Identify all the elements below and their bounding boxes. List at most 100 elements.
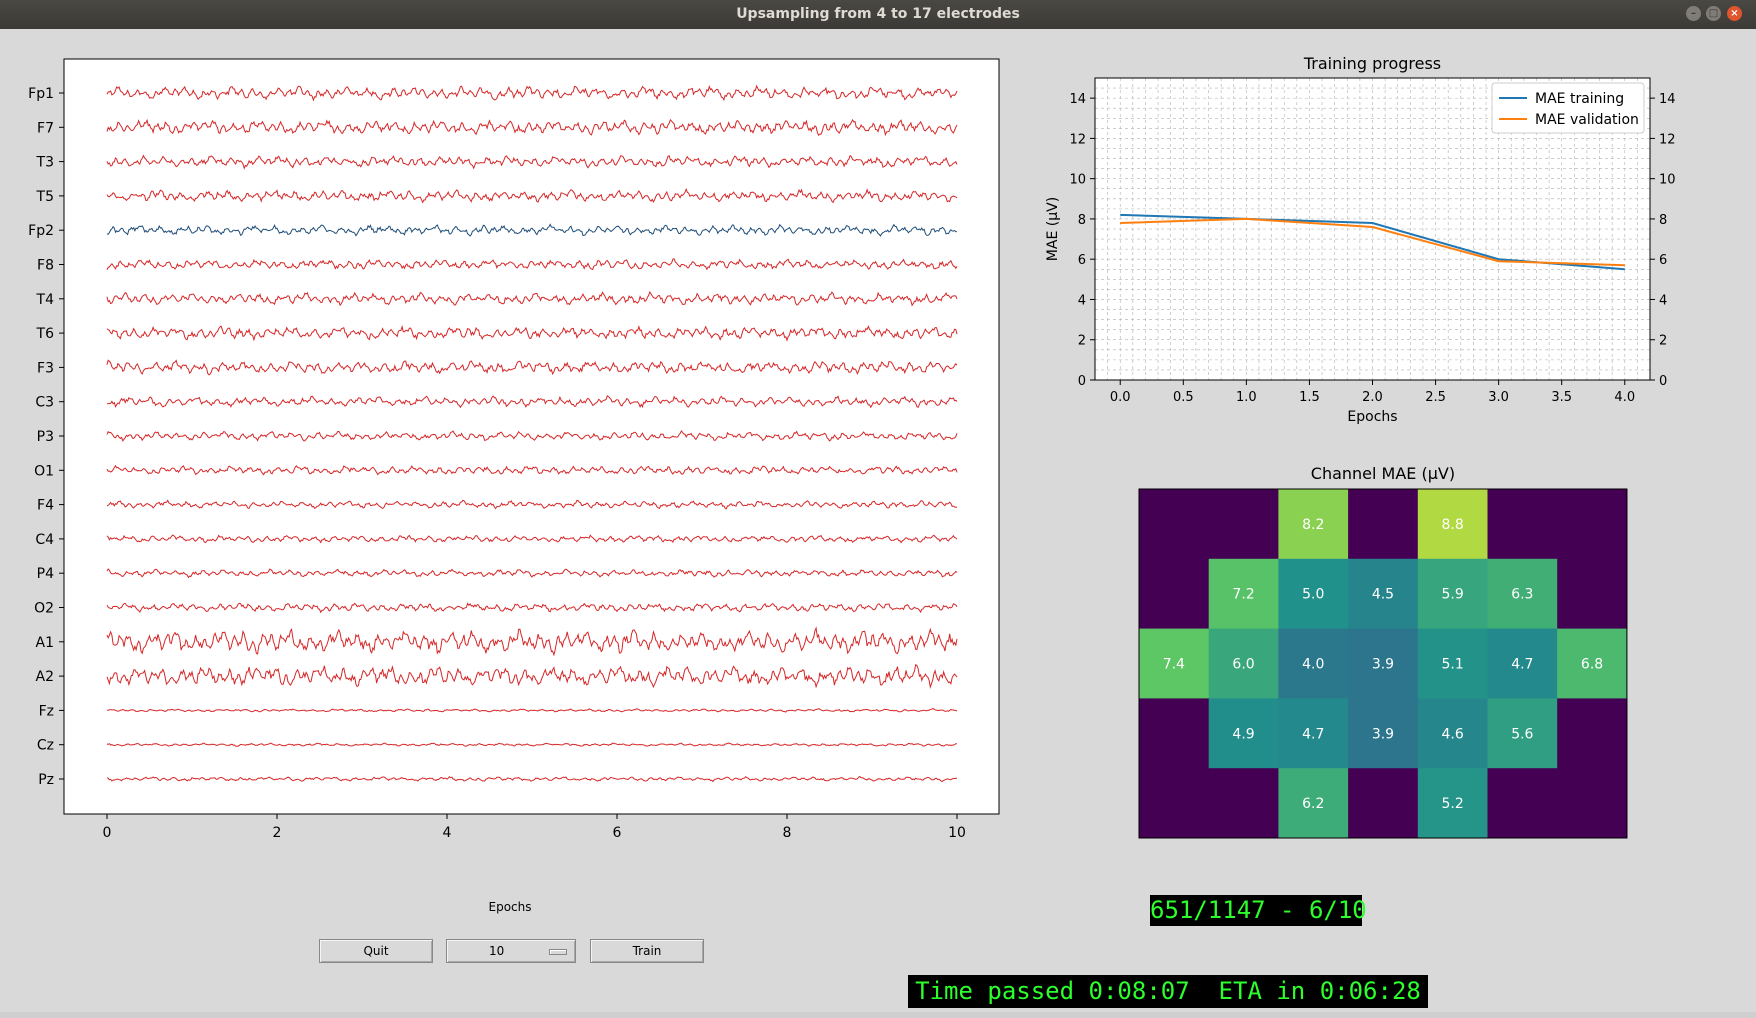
eeg-trace-cz bbox=[106, 742, 958, 747]
channel-label: Fp2 bbox=[28, 223, 54, 239]
heatmap-cell bbox=[1278, 628, 1349, 699]
progress-display: 651/1147 - 6/10 bbox=[1150, 895, 1367, 926]
heatmap-cell bbox=[1348, 628, 1419, 699]
heatmap-cell-value: 7.2 bbox=[1232, 587, 1254, 603]
eeg-trace-f8 bbox=[106, 258, 958, 271]
heatmap-cell-value: 3.9 bbox=[1372, 657, 1394, 673]
heatmap-cell bbox=[1208, 768, 1279, 839]
progress-y-tick-label: 6 bbox=[1078, 253, 1086, 268]
heatmap-cell bbox=[1417, 698, 1488, 769]
eeg-trace-t3 bbox=[106, 154, 958, 170]
eeg-x-tick-label: 2 bbox=[273, 825, 282, 841]
eeg-trace-o1 bbox=[106, 464, 958, 476]
eeg-trace-a1 bbox=[106, 626, 958, 657]
heatmap-cell-value: 5.2 bbox=[1442, 796, 1464, 812]
epochs-label: Epochs bbox=[488, 900, 532, 914]
heatmap-cell-value: 5.1 bbox=[1442, 657, 1464, 673]
eeg-plot-area bbox=[63, 58, 1000, 815]
channel-label: Fp1 bbox=[28, 86, 54, 102]
heatmap-cell bbox=[1348, 558, 1419, 630]
bottom-panel-edge bbox=[0, 1012, 1756, 1018]
progress-y2-tick-label: 6 bbox=[1659, 253, 1667, 268]
heatmap-title: Channel MAE (µV) bbox=[1311, 464, 1455, 483]
heatmap-cell-value: 6.3 bbox=[1511, 587, 1533, 603]
progress-y2-tick-label: 14 bbox=[1659, 92, 1676, 107]
heatmap-cell bbox=[1557, 628, 1628, 699]
heatmap-cell-value: 4.7 bbox=[1511, 657, 1533, 673]
progress-x-tick-label: 4.0 bbox=[1614, 390, 1635, 405]
maximize-button[interactable]: □ bbox=[1706, 6, 1721, 21]
heatmap-cell-value: 4.7 bbox=[1302, 726, 1324, 742]
eeg-trace-c4 bbox=[106, 534, 958, 544]
progress-x-tick-label: 1.5 bbox=[1299, 390, 1320, 405]
channel-label: P3 bbox=[37, 429, 54, 445]
eeg-trace-c3 bbox=[107, 395, 958, 409]
heatmap-cell bbox=[1278, 768, 1349, 839]
progress-y-axis-label: MAE (µV) bbox=[1045, 197, 1061, 261]
heatmap-cell-value: 7.4 bbox=[1163, 657, 1185, 673]
minimize-button[interactable]: – bbox=[1686, 6, 1701, 21]
eeg-trace-f7 bbox=[106, 118, 958, 137]
heatmap-cell bbox=[1487, 698, 1558, 769]
progress-legend bbox=[1491, 82, 1645, 134]
eeg-x-tick-label: 10 bbox=[948, 825, 966, 841]
heatmap-cell bbox=[1139, 698, 1210, 769]
heatmap-cell-value: 4.6 bbox=[1442, 726, 1464, 742]
heatmap-cell bbox=[1208, 628, 1279, 699]
progress-x-tick-label: 0.5 bbox=[1173, 390, 1194, 405]
epochs-select[interactable]: 10 bbox=[446, 939, 576, 963]
channel-label: O2 bbox=[34, 601, 54, 617]
heatmap-cell-value: 5.0 bbox=[1302, 587, 1324, 603]
eeg-trace-pz bbox=[106, 775, 957, 783]
heatmap-cell-value: 4.9 bbox=[1232, 726, 1254, 742]
progress-y-tick-label: 0 bbox=[1078, 374, 1086, 389]
progress-y2-tick-label: 0 bbox=[1659, 374, 1667, 389]
heatmap-cell-value: 8.2 bbox=[1302, 517, 1324, 533]
heatmap-cell bbox=[1278, 698, 1349, 769]
progress-x-tick-label: 1.0 bbox=[1236, 390, 1257, 405]
quit-button[interactable]: Quit bbox=[319, 939, 433, 963]
progress-x-axis-label: Epochs bbox=[1347, 409, 1397, 425]
eeg-trace-f3 bbox=[106, 359, 958, 376]
progress-y-tick-label: 8 bbox=[1078, 213, 1086, 228]
heatmap-cell bbox=[1278, 558, 1349, 630]
legend-label: MAE training bbox=[1535, 91, 1624, 107]
channel-label: C3 bbox=[35, 395, 54, 411]
heatmap-cell bbox=[1139, 558, 1210, 630]
eeg-trace-f4 bbox=[106, 499, 958, 510]
channel-label: T6 bbox=[36, 326, 55, 342]
heatmap-cell bbox=[1487, 768, 1558, 839]
eeg-trace-p3 bbox=[106, 430, 958, 442]
window-title: Upsampling from 4 to 17 electrodes bbox=[736, 6, 1020, 22]
eeg-trace-fp1 bbox=[106, 84, 958, 102]
channel-label: P4 bbox=[37, 566, 54, 582]
heatmap-cell bbox=[1278, 489, 1349, 560]
eeg-trace-t5 bbox=[106, 187, 958, 204]
close-button[interactable]: × bbox=[1727, 6, 1742, 21]
progress-y-tick-label: 2 bbox=[1078, 334, 1086, 349]
heatmap-cell bbox=[1139, 489, 1210, 560]
eeg-trace-o2 bbox=[106, 602, 958, 614]
time-display: Time passed 0:08:07 ETA in 0:06:28 bbox=[908, 975, 1428, 1008]
heatmap-cell-value: 3.9 bbox=[1372, 726, 1394, 742]
progress-y2-tick-label: 4 bbox=[1659, 293, 1667, 308]
eeg-trace-p4 bbox=[106, 568, 958, 579]
channel-label: O1 bbox=[34, 463, 54, 479]
heatmap-cell bbox=[1139, 628, 1210, 699]
heatmap-cell-value: 8.8 bbox=[1442, 517, 1464, 533]
train-button[interactable]: Train bbox=[590, 939, 704, 963]
eeg-x-tick-label: 6 bbox=[613, 825, 622, 841]
heatmap-cell-value: 4.5 bbox=[1372, 587, 1394, 603]
heatmap-cell bbox=[1487, 489, 1558, 560]
progress-x-tick-label: 3.0 bbox=[1488, 390, 1509, 405]
heatmap-cell bbox=[1487, 628, 1558, 699]
heatmap-cell bbox=[1557, 768, 1628, 839]
channel-label: F8 bbox=[37, 258, 54, 274]
heatmap-cell bbox=[1348, 768, 1419, 839]
heatmap-cell bbox=[1208, 698, 1279, 769]
progress-y2-tick-label: 2 bbox=[1659, 334, 1667, 349]
progress-y-tick-label: 12 bbox=[1069, 132, 1086, 147]
channel-label: Cz bbox=[37, 738, 54, 754]
legend-label: MAE validation bbox=[1535, 112, 1639, 128]
window-titlebar: Upsampling from 4 to 17 electrodes – □ × bbox=[0, 0, 1756, 29]
